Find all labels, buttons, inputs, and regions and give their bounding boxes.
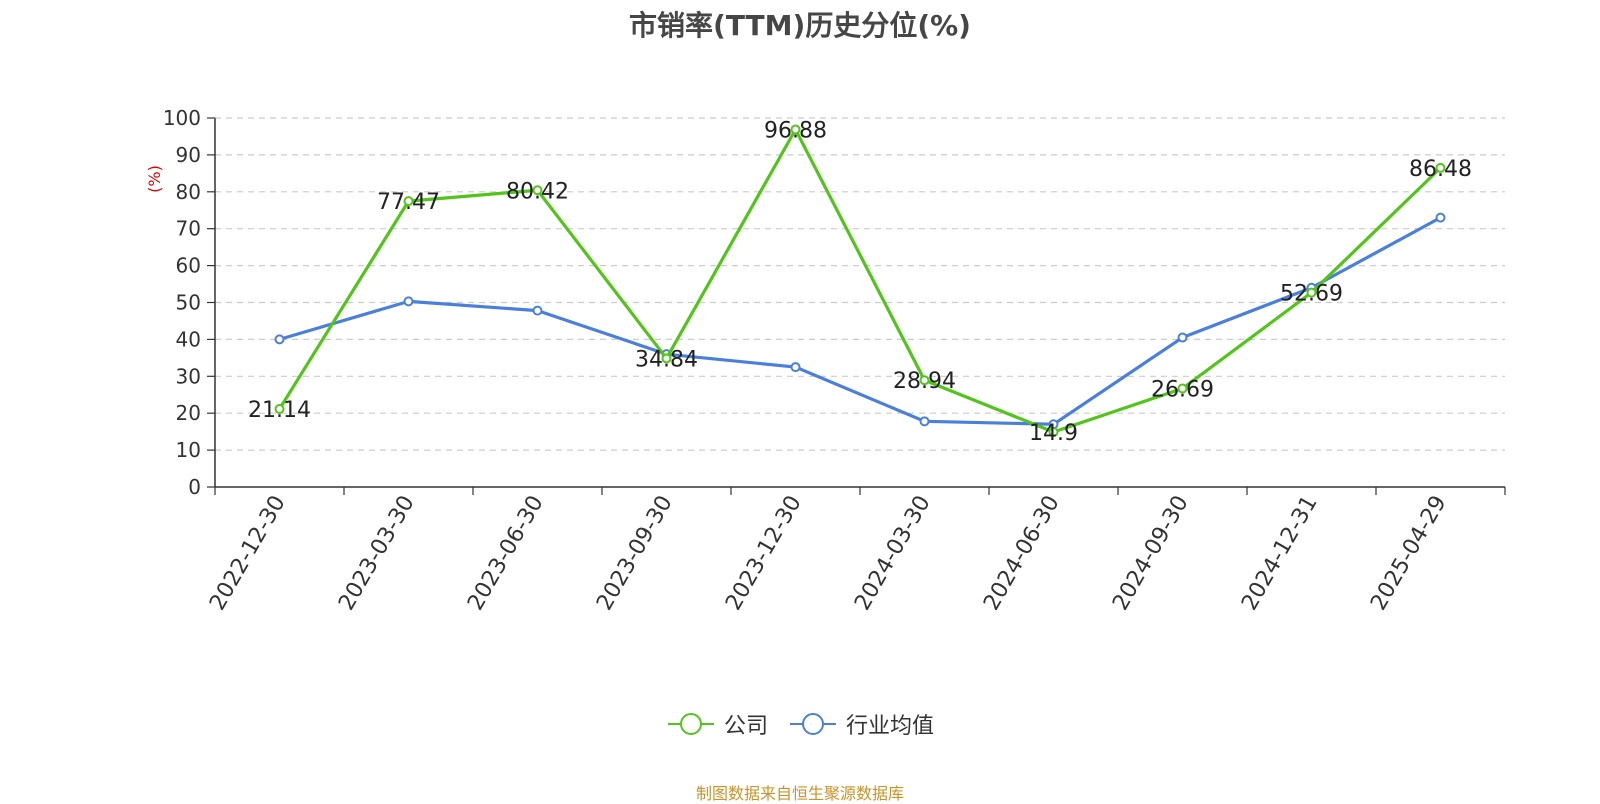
legend-item-company[interactable]: 公司 xyxy=(666,708,768,740)
series-point-0 xyxy=(1177,383,1188,394)
series-point-1 xyxy=(532,305,543,316)
x-tick-label: 2023-03-30 xyxy=(334,492,420,615)
series-point-0 xyxy=(274,403,285,414)
series-point-1 xyxy=(790,362,801,373)
legend: 公司 行业均值 xyxy=(0,708,1600,740)
series-point-0 xyxy=(790,124,801,135)
y-axis-label: (%) xyxy=(145,165,164,193)
chart-title: 市销率(TTM)历史分位(%) xyxy=(629,9,971,42)
y-tick-label: 60 xyxy=(176,254,201,278)
data-label: 26.69 xyxy=(1151,378,1214,403)
y-tick-label: 10 xyxy=(176,438,201,462)
legend-industry-label: 行业均值 xyxy=(846,714,935,739)
series-point-0 xyxy=(1048,427,1059,438)
x-tick-label: 2024-03-30 xyxy=(850,492,936,615)
y-tick-label: 40 xyxy=(176,327,201,351)
y-tick-label: 0 xyxy=(188,475,201,499)
axes: 0 10 20 30 40 50 60 70 80 90 100 (%) 2022-12-30 2023-… xyxy=(145,106,1506,615)
legend-item-industry-avg[interactable]: 行业均值 xyxy=(788,708,934,740)
data-label: 14.9 xyxy=(1029,421,1078,446)
data-label: 21.14 xyxy=(248,398,311,423)
series-point-1 xyxy=(403,296,414,307)
series-line-0 xyxy=(278,127,1442,434)
y-tick-label: 80 xyxy=(176,180,201,204)
series-point-1 xyxy=(919,416,930,427)
x-tick-label: 2024-09-30 xyxy=(1108,492,1194,615)
y-tick-label: 30 xyxy=(176,364,201,388)
series-point-0 xyxy=(1306,287,1317,298)
y-tick-label: 90 xyxy=(176,143,201,167)
legend-company-label: 公司 xyxy=(723,714,768,739)
data-label: 96.88 xyxy=(764,119,827,144)
series-point-0 xyxy=(919,375,930,386)
x-tick-label: 2024-06-30 xyxy=(979,492,1065,615)
x-tick-label: 2023-06-30 xyxy=(463,492,549,615)
y-tick-label: 20 xyxy=(176,401,201,425)
y-tick-label: 70 xyxy=(176,217,201,241)
series-point-0 xyxy=(661,353,672,364)
data-label: 28.94 xyxy=(893,369,956,394)
series-point-1 xyxy=(1435,212,1446,223)
x-tick-label: 2025-04-29 xyxy=(1366,492,1452,615)
series-point-1 xyxy=(1177,332,1188,343)
data-label: 86.48 xyxy=(1409,157,1472,182)
y-tick-label: 50 xyxy=(176,291,201,315)
legend-company-marker xyxy=(667,713,714,735)
series xyxy=(274,124,1446,438)
data-labels: 21.14 77.47 80.42 34.84 96.88 28.94 14.9 26.69 5… xyxy=(248,119,1472,447)
x-tick-label: 2024-12-31 xyxy=(1237,492,1323,615)
data-label: 77.47 xyxy=(377,190,440,215)
x-tick-label: 2022-12-30 xyxy=(205,492,291,615)
data-label: 34.84 xyxy=(635,347,698,372)
series-point-1 xyxy=(274,334,285,345)
y-tick-label: 100 xyxy=(163,106,201,130)
series-point-0 xyxy=(403,196,414,207)
legend-industry-marker xyxy=(790,713,836,735)
series-point-0 xyxy=(532,185,543,196)
series-line-1 xyxy=(279,216,1442,426)
data-label: 52.69 xyxy=(1280,282,1343,307)
data-label: 80.42 xyxy=(506,179,569,204)
source-note: 制图数据来自恒生聚源数据库 xyxy=(695,784,904,803)
x-tick-label: 2023-12-30 xyxy=(721,492,807,615)
line-chart: 0 10 20 30 40 50 60 70 80 90 100 (%) 2022-12-30 2023-… xyxy=(145,106,1506,615)
x-tick-label: 2023-09-30 xyxy=(592,492,678,615)
series-point-0 xyxy=(1435,162,1446,173)
